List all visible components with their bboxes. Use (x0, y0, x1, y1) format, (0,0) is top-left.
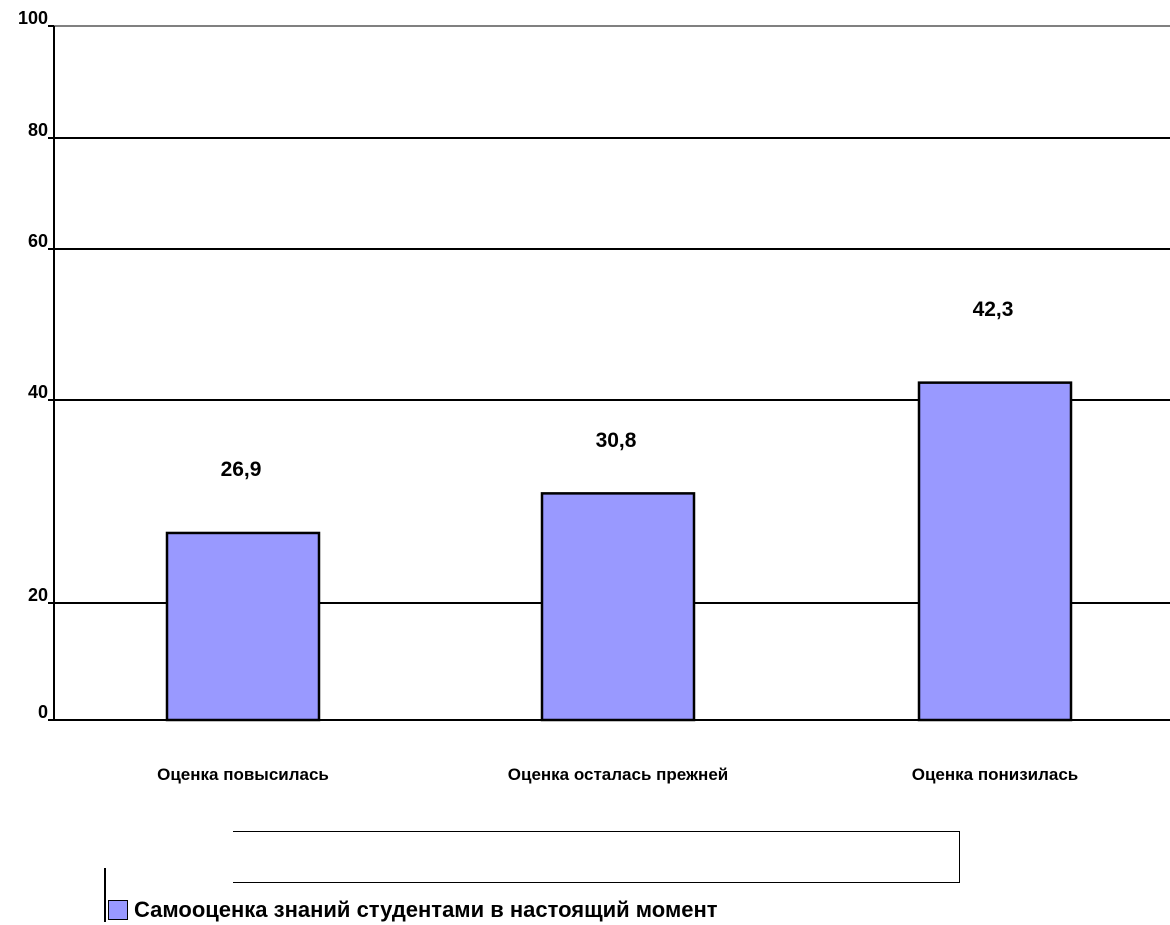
y-tick-label: 60 (28, 231, 48, 251)
legend-label: Самооценка знаний студентами в настоящий… (134, 897, 718, 922)
x-tick-labels: Оценка повысилась Оценка осталась прежней… (157, 765, 1078, 784)
x-tick-label: Оценка повысилась (157, 765, 329, 784)
bar (917, 381, 1073, 722)
legend-frame (233, 831, 960, 883)
y-tick-label: 100 (18, 8, 48, 28)
axes (48, 25, 1170, 721)
data-label: 42,3 (973, 298, 1014, 321)
bar (165, 531, 321, 722)
data-labels: 26,9 30,8 42,3 (221, 298, 1014, 481)
y-tick-label: 80 (28, 120, 48, 140)
bars (165, 381, 1073, 722)
bar (540, 492, 696, 722)
y-tick-labels: 0 20 40 60 80 100 (18, 8, 48, 722)
legend-swatch (108, 900, 128, 920)
data-label: 26,9 (221, 458, 262, 481)
y-tick-label: 0 (38, 702, 48, 722)
x-tick-label: Оценка понизилась (912, 765, 1079, 784)
data-label: 30,8 (596, 429, 637, 452)
legend: Самооценка знаний студентами в настоящий… (108, 895, 718, 925)
legend-frame-tick (104, 868, 106, 922)
y-tick-label: 20 (28, 585, 48, 605)
y-tick-label: 40 (28, 382, 48, 402)
x-tick-label: Оценка осталась прежней (508, 765, 728, 784)
